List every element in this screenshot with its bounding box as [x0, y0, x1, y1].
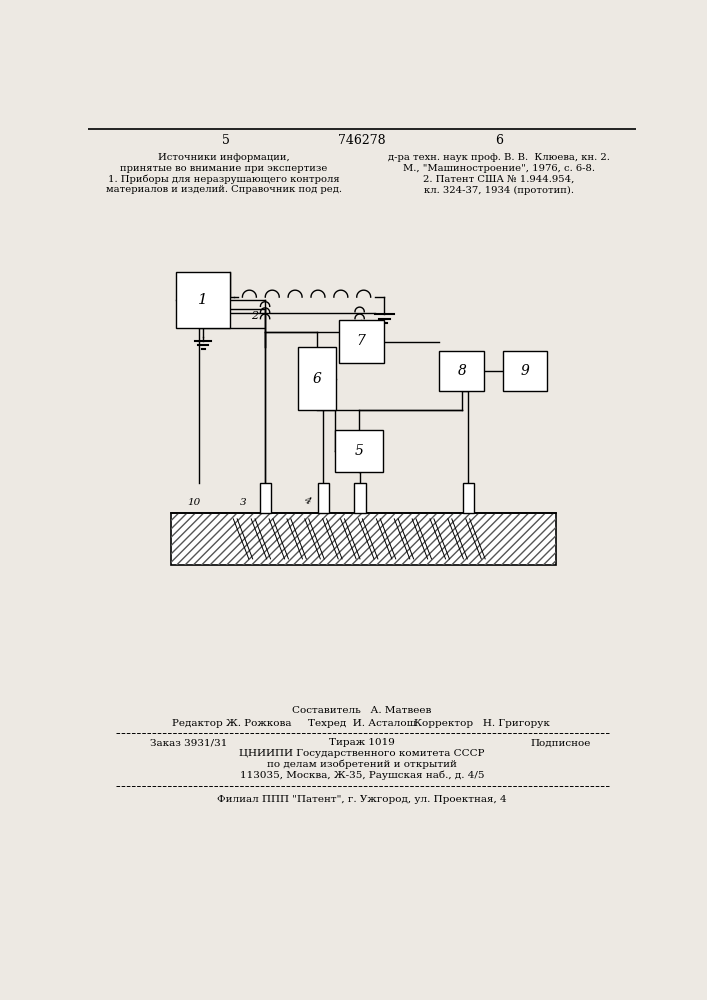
Text: 9: 9 [520, 364, 530, 378]
Text: 7: 7 [357, 334, 366, 348]
Text: 113035, Москва, Ж-35, Раушская наб., д. 4/5: 113035, Москва, Ж-35, Раушская наб., д. … [240, 771, 484, 780]
Text: д-ра техн. наук проф. В. В.  Клюева, кн. 2.: д-ра техн. наук проф. В. В. Клюева, кн. … [388, 153, 610, 162]
Text: Составитель   А. Матвеев: Составитель А. Матвеев [292, 706, 432, 715]
Text: 746278: 746278 [338, 134, 386, 147]
Text: ЦНИИПИ Государственного комитета СССР: ЦНИИПИ Государственного комитета СССР [239, 749, 485, 758]
Text: кл. 324-37, 1934 (прототип).: кл. 324-37, 1934 (прототип). [424, 185, 574, 195]
Bar [259, 483, 271, 513]
Text: 6: 6 [495, 134, 503, 147]
Text: 3: 3 [240, 498, 247, 507]
Bar [298, 347, 336, 410]
Text: Тираж 1019: Тираж 1019 [329, 738, 395, 747]
Bar [503, 351, 547, 391]
Bar [317, 483, 329, 513]
Text: 8: 8 [457, 364, 467, 378]
Text: по делам изобретений и открытий: по делам изобретений и открытий [267, 760, 457, 769]
Text: Филиал ППП "Патент", г. Ужгород, ул. Проектная, 4: Филиал ППП "Патент", г. Ужгород, ул. Про… [217, 795, 507, 804]
Bar [339, 320, 384, 363]
Text: Редактор Ж. Рожкова: Редактор Ж. Рожкова [172, 719, 291, 728]
Bar [171, 513, 556, 565]
Text: М., "Машиностроение", 1976, с. 6-8.: М., "Машиностроение", 1976, с. 6-8. [403, 164, 595, 173]
Bar [462, 483, 474, 513]
Text: 5: 5 [354, 444, 363, 458]
Text: 1: 1 [198, 293, 208, 307]
Text: 6: 6 [312, 372, 322, 386]
Text: Техред  И. Асталош: Техред И. Асталош [308, 719, 416, 728]
Bar [335, 430, 383, 472]
Bar [171, 513, 556, 565]
Text: 2: 2 [251, 311, 258, 321]
Text: принятые во внимание при экспертизе: принятые во внимание при экспертизе [120, 164, 327, 173]
Text: Подписное: Подписное [530, 738, 590, 747]
Text: 10: 10 [187, 498, 200, 507]
Text: 1. Приборы для неразрушающего контроля: 1. Приборы для неразрушающего контроля [108, 175, 340, 184]
Text: 2. Патент США № 1.944.954,: 2. Патент США № 1.944.954, [423, 175, 575, 184]
Text: 5: 5 [221, 134, 230, 147]
Text: Заказ 3931/31: Заказ 3931/31 [151, 738, 228, 747]
Text: материалов и изделий. Справочник под ред.: материалов и изделий. Справочник под ред… [106, 185, 342, 194]
Bar [440, 351, 484, 391]
Bar [354, 483, 366, 513]
Text: Источники информации,: Источники информации, [158, 153, 290, 162]
Text: 4: 4 [303, 496, 312, 507]
Bar [176, 272, 230, 328]
Text: Корректор   Н. Григорук: Корректор Н. Григорук [414, 719, 549, 728]
